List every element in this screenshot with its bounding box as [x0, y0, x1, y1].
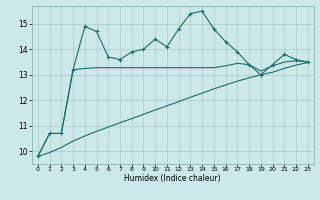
X-axis label: Humidex (Indice chaleur): Humidex (Indice chaleur)	[124, 174, 221, 183]
